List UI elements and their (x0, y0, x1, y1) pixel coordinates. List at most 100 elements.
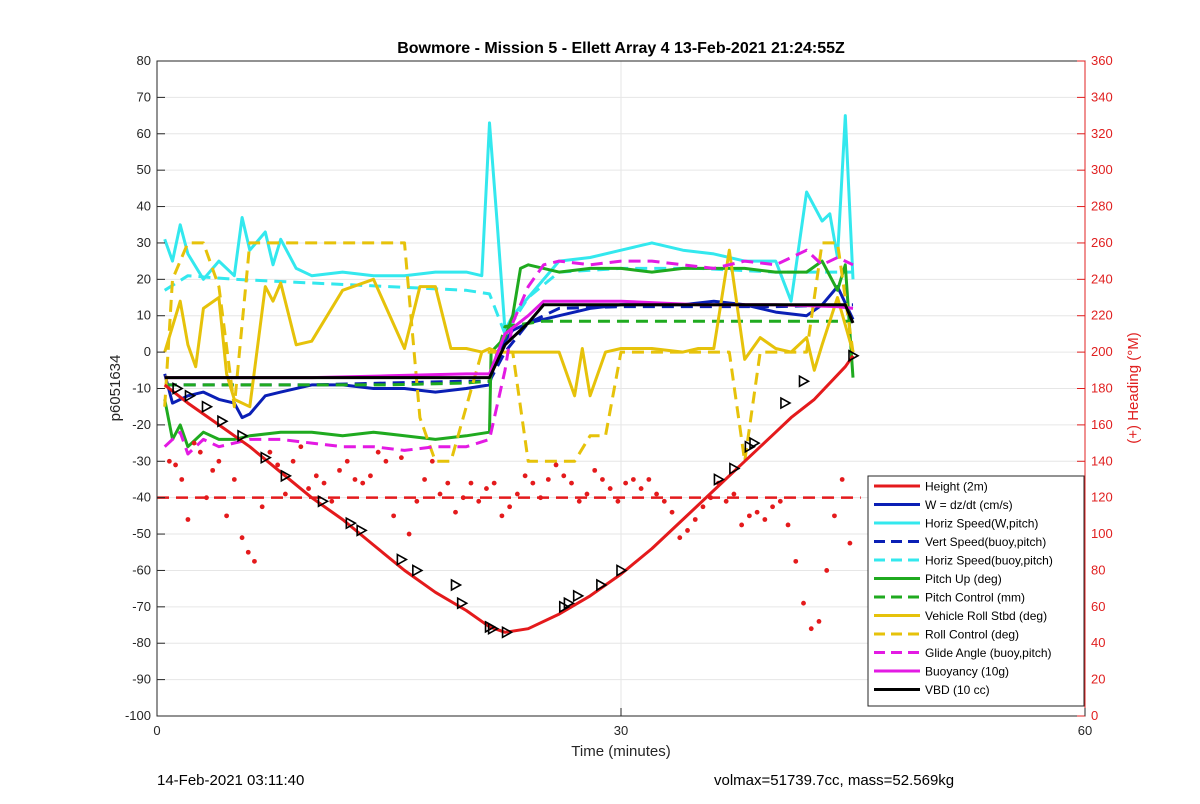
heading-point (391, 513, 397, 519)
heading-point (762, 517, 768, 522)
height-marker (201, 400, 214, 414)
y-tick-label: -10 (132, 381, 151, 396)
height-marker (345, 516, 357, 530)
y2-tick-label: 0 (1091, 708, 1098, 723)
heading-point (545, 477, 551, 482)
y2-tick-label: 300 (1091, 162, 1113, 177)
heading-point (239, 535, 245, 541)
y2-tick-label: 100 (1091, 526, 1113, 541)
height-marker (572, 589, 585, 603)
heading-point (197, 449, 203, 455)
heading-point (801, 600, 806, 606)
height-marker (317, 494, 330, 508)
series-group (163, 114, 855, 634)
legend-label: Vert Speed(buoy,pitch) (925, 535, 1046, 549)
height-marker (749, 436, 761, 450)
heading-point (654, 491, 659, 497)
heading-point (445, 480, 451, 486)
legend-label: Horiz Speed(W,pitch) (925, 517, 1038, 531)
height-marker (217, 414, 229, 428)
x-tick-label: 60 (1078, 723, 1092, 738)
series-line-horiz-speed-w-pitch (163, 114, 855, 332)
height-marker (563, 596, 576, 610)
y2-tick-label: 260 (1091, 235, 1113, 250)
heading-point (739, 522, 745, 528)
heading-point (406, 531, 412, 537)
heading-point (298, 444, 304, 450)
heading-point (522, 473, 528, 479)
heading-point (414, 498, 420, 504)
heading-point (275, 462, 281, 468)
y2-tick-label: 80 (1091, 562, 1105, 577)
right-axis-ticks: 3603403203002802602402202001801601401201… (1077, 53, 1113, 723)
heading-point (185, 517, 191, 522)
heading-point (352, 477, 358, 482)
heading-point (267, 449, 273, 455)
chart-title: Bowmore - Mission 5 - Ellett Array 4 13-… (397, 40, 845, 57)
heading-point (204, 495, 209, 501)
y2-tick-label: 280 (1091, 199, 1113, 214)
y-tick-label: -60 (132, 562, 151, 577)
heading-point (770, 504, 775, 510)
y-tick-label: 30 (137, 235, 151, 250)
heading-point (661, 498, 667, 504)
legend-label: Height (2m) (925, 480, 988, 494)
heading-point (321, 480, 327, 486)
heading-point (685, 528, 690, 533)
y-tick-label: -70 (132, 599, 151, 614)
heading-point (723, 498, 729, 504)
heading-point (777, 498, 783, 504)
height-marker (184, 389, 197, 403)
y-tick-label: 50 (137, 162, 151, 177)
y-tick-label: -80 (132, 635, 151, 650)
footer-volmax-mass: volmax=51739.7cc, mass=52.569kg (714, 772, 955, 789)
heading-point (484, 486, 489, 491)
heading-point (224, 513, 230, 519)
heading-point (259, 504, 265, 510)
legend-label: W = dz/dt (cm/s) (925, 498, 1013, 512)
legend-label: Buoyancy (10g) (925, 665, 1009, 679)
height-marker (280, 469, 293, 483)
heading-point (793, 558, 799, 564)
heading-points (166, 440, 853, 632)
y-tick-label: 20 (137, 271, 151, 286)
heading-point (816, 618, 822, 624)
y2-tick-label: 320 (1091, 126, 1113, 141)
series-line-glide-angle-buoy-pitch (163, 248, 854, 456)
heading-point (210, 467, 216, 473)
height-marker (456, 596, 469, 610)
heading-point (669, 509, 675, 515)
y-tick-label: 10 (137, 308, 151, 323)
legend-label: Horiz Speed(buoy,pitch) (925, 554, 1053, 568)
series-line-height-2m (163, 354, 855, 634)
heading-point (731, 491, 737, 497)
heading-point (329, 498, 335, 504)
heading-point (708, 495, 714, 501)
heading-point (398, 455, 404, 461)
heading-point (847, 540, 853, 546)
heading-point (344, 458, 350, 464)
legend-box (867, 475, 1085, 707)
heading-point (700, 504, 706, 510)
heading-point (584, 491, 590, 497)
heading-point (615, 498, 621, 504)
left-axis-ticks: 80 70 60 50 40 30 20 10 0 -10 -20 -30 -40 -50 -60 -70 -8… (125, 53, 165, 723)
heading-point (600, 477, 605, 482)
legend-label: Pitch Control (mm) (925, 591, 1025, 605)
heading-point (592, 467, 598, 473)
height-markers (172, 349, 860, 639)
height-marker (848, 349, 860, 363)
y2-tick-label: 140 (1091, 453, 1113, 468)
heading-point (476, 498, 482, 504)
height-marker (798, 374, 811, 388)
height-marker (596, 578, 608, 592)
legend-label: Vehicle Roll Stbd (deg) (925, 609, 1047, 623)
y-tick-label: 40 (137, 199, 151, 214)
y2-tick-label: 220 (1091, 308, 1113, 323)
heading-point (499, 513, 505, 519)
height-marker (501, 625, 514, 639)
heading-point (468, 480, 474, 486)
heading-point (360, 480, 366, 486)
heading-point (245, 549, 251, 555)
y-tick-label: -40 (132, 490, 151, 505)
